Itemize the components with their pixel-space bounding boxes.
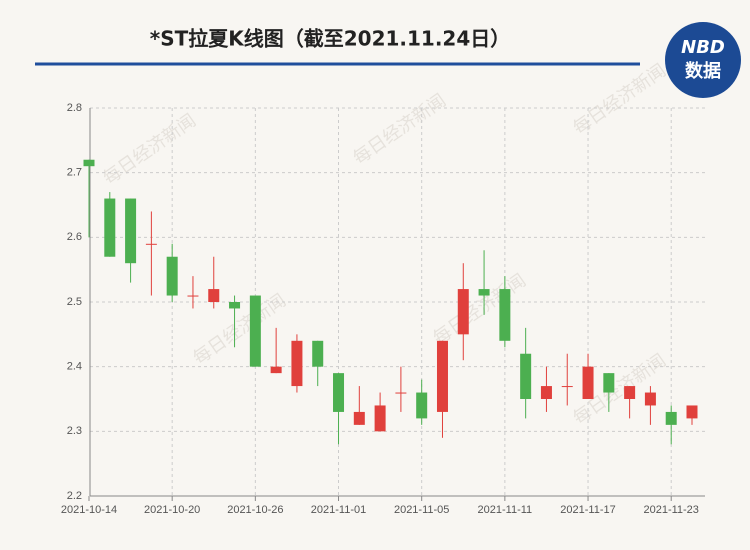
y-tick-label: 2.3 <box>67 425 82 437</box>
x-tick-label: 2021-10-14 <box>61 504 117 516</box>
candle-body <box>125 198 137 264</box>
candle-body <box>229 302 241 309</box>
candle-body <box>249 295 261 367</box>
y-tick-label: 2.4 <box>67 361 82 373</box>
x-tick-label: 2021-11-11 <box>478 504 533 516</box>
candle-body <box>353 411 365 425</box>
logo-brand: NBD <box>681 37 725 58</box>
candle-body <box>457 289 469 335</box>
x-tick-label: 2021-10-26 <box>227 504 283 516</box>
candle-body <box>478 289 490 296</box>
y-tick-label: 2.2 <box>67 490 82 502</box>
candle-body <box>83 159 95 167</box>
chart-title: *ST拉夏K线图（截至2021.11.24日） <box>150 27 511 51</box>
candle-body <box>333 373 345 412</box>
x-tick-label: 2021-10-20 <box>144 504 200 516</box>
candle-body <box>145 243 157 245</box>
candle-body <box>104 198 116 257</box>
candle-body <box>312 340 324 367</box>
x-tick-label: 2021-11-01 <box>311 504 366 516</box>
candle-body <box>291 340 303 387</box>
candle-body <box>166 256 178 296</box>
candle-body <box>374 405 386 432</box>
candle-body <box>416 392 428 419</box>
y-tick-label: 2.7 <box>67 167 82 179</box>
x-tick-label: 2021-11-23 <box>643 504 698 516</box>
candle-body <box>208 289 220 302</box>
candle-body <box>644 392 656 406</box>
candle-body <box>582 366 594 399</box>
candle-body <box>270 366 282 374</box>
logo-label: 数据 <box>685 60 721 82</box>
candle-body <box>686 405 698 419</box>
logo-circle <box>665 22 741 98</box>
x-tick-label: 2021-11-17 <box>560 504 615 516</box>
candle-body <box>395 392 407 394</box>
y-tick-label: 2.5 <box>67 296 82 308</box>
candle-body <box>436 340 448 412</box>
candle-body <box>665 411 677 425</box>
x-tick-label: 2021-11-05 <box>394 504 449 516</box>
candle-body <box>540 386 552 399</box>
candle-body <box>187 295 199 297</box>
candle-body <box>499 289 511 341</box>
y-tick-label: 2.6 <box>67 231 82 243</box>
candle-body <box>603 373 615 393</box>
candle-body <box>520 353 532 399</box>
candle-body <box>624 386 636 399</box>
candle-body <box>561 386 573 388</box>
y-tick-label: 2.8 <box>67 102 82 114</box>
